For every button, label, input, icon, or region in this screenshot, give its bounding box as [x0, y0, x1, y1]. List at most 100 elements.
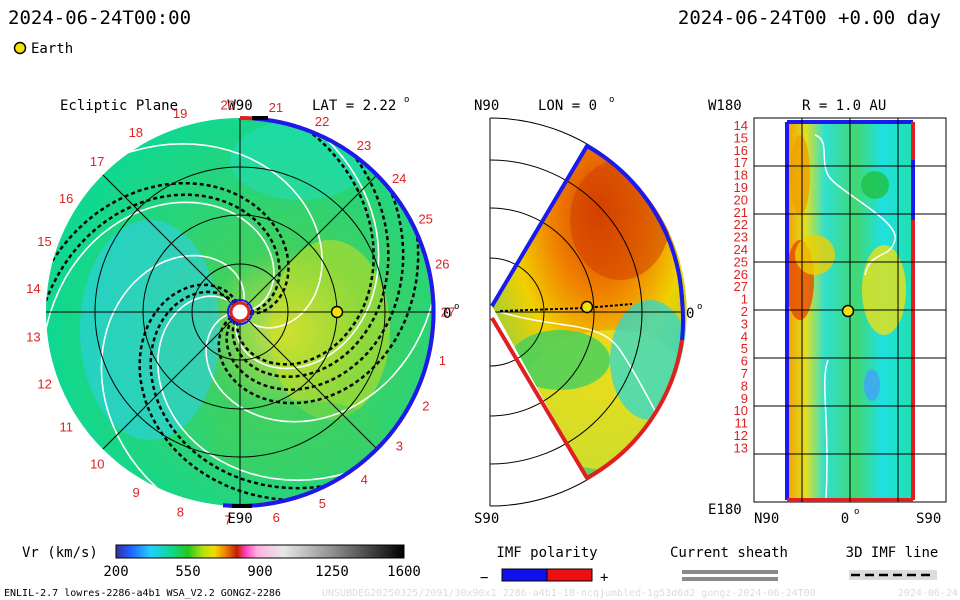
- carrington-label: 15: [37, 234, 51, 249]
- latlon-row-label: 9: [741, 391, 748, 406]
- spiral-field-line: [100, 254, 245, 497]
- latlon-row-label: 21: [734, 205, 748, 220]
- earth-legend-label: Earth: [31, 41, 73, 57]
- carrington-label: 18: [129, 125, 143, 140]
- latlon-row-label: 18: [734, 168, 748, 183]
- meridional-lon-label: LON = 0: [538, 98, 597, 114]
- meridional-lon-degree: o: [609, 95, 614, 105]
- imf-line-label: 3D IMF line: [846, 545, 939, 561]
- latlon-row-label: 25: [734, 254, 748, 269]
- carrington-label: 22: [315, 114, 329, 129]
- imf-dashed-line: [217, 218, 420, 405]
- carrington-label: 7: [224, 513, 231, 528]
- ecliptic-negative-polarity-arc: [222, 116, 436, 508]
- footer-run-id: UNSUBDEG20250325/2091/30x90x1 2286-a4b1-…: [322, 588, 816, 599]
- latlon-row-label: 6: [741, 354, 748, 369]
- earth-marker-ecliptic: [330, 305, 344, 319]
- carrington-label: 3: [396, 439, 403, 454]
- latlon-row-label: 12: [734, 428, 748, 443]
- imf-polarity-label: IMF polarity: [496, 545, 597, 561]
- ecliptic-right-label: 0: [443, 306, 451, 322]
- latlon-row-label: 13: [734, 440, 748, 455]
- meridional-negative-arc-2: [680, 299, 686, 341]
- latlon-row-label: 5: [741, 341, 748, 356]
- time-right: 2024-06-24T00 +0.00 day: [678, 7, 941, 29]
- latlon-row-label: 24: [734, 242, 748, 257]
- imf-dashed-line: [46, 181, 290, 316]
- colorbar-tick: 900: [247, 564, 272, 580]
- carrington-label: 19: [173, 106, 187, 121]
- time-left: 2024-06-24T00:00: [8, 7, 191, 29]
- ecliptic-top-label: W90: [227, 98, 252, 114]
- ecliptic-right-degree: o: [454, 302, 459, 312]
- carrington-label: 23: [357, 138, 371, 153]
- carrington-label: 16: [59, 191, 73, 206]
- latlon-row-label: 1: [741, 292, 748, 307]
- carrington-label: 12: [37, 376, 51, 391]
- latlon-row-label: 3: [741, 316, 748, 331]
- latlon-row-label: 19: [734, 180, 748, 195]
- latlon-row-label: 27: [734, 279, 748, 294]
- imf-plus-sign: +: [600, 570, 608, 586]
- spiral-field-line: [235, 127, 380, 370]
- latlon-bottom-left-label: E180: [708, 502, 742, 518]
- carrington-label: 2: [422, 398, 429, 413]
- latlon-top-left-label: W180: [708, 98, 742, 114]
- ecliptic-field: [46, 118, 434, 506]
- carrington-label: 21: [269, 100, 283, 115]
- colorbar-tick: 1600: [387, 564, 421, 580]
- meridional-top-label: N90: [474, 98, 499, 114]
- footer-model: ENLIL-2.7 lowres-2286-a4b1 WSA_V2.2 GONG…: [4, 588, 281, 599]
- latlon-row-label: 14: [734, 118, 748, 133]
- latlon-row-label: 22: [734, 217, 748, 232]
- colorbar: Vr (km/s) 200 550 900 1250 1600: [22, 544, 421, 580]
- latlon-row-label: 26: [734, 267, 748, 282]
- footer-right-stamp: 2024-06-24: [898, 588, 958, 599]
- carrington-label: 20: [220, 97, 234, 112]
- carrington-label: 17: [90, 154, 104, 169]
- earth-legend-icon: [13, 41, 27, 55]
- meridional-bottom-label: S90: [474, 511, 499, 527]
- carrington-label: 6: [273, 510, 280, 525]
- imf-negative-swatch: [501, 568, 548, 582]
- current-sheath-line-2: [682, 577, 778, 581]
- ecliptic-lat-degree: o: [404, 95, 409, 105]
- colorbar-label: Vr (km/s): [22, 545, 98, 561]
- ecliptic-lat-label: LAT = 2.22: [312, 98, 396, 114]
- carrington-label: 24: [392, 171, 406, 186]
- carrington-label: 13: [26, 329, 40, 344]
- earth-marker-latlon: [841, 304, 855, 318]
- carrington-label: 9: [132, 485, 139, 500]
- meridional-panel: N90 LON = 0 o: [474, 95, 702, 527]
- latlon-panel: W180 R = 1.0 AU: [708, 98, 947, 527]
- carrington-label: 26: [435, 257, 449, 272]
- carrington-label: 5: [319, 496, 326, 511]
- latlon-x-zero-degree: o: [854, 507, 859, 517]
- latlon-row-label: 11: [735, 416, 749, 431]
- current-sheath-label: Current sheath: [670, 545, 788, 561]
- colorbar-tick: 200: [103, 564, 128, 580]
- meridional-right-degree: o: [697, 302, 702, 312]
- spiral-field-line: [46, 201, 275, 341]
- spiral-field-line: [117, 142, 323, 329]
- colorbar-tick: 1250: [315, 564, 349, 580]
- carrington-label: 27: [441, 305, 455, 320]
- latlon-row-label: 2: [741, 304, 748, 319]
- carrington-label: 1: [439, 353, 446, 368]
- imf-minus-sign: −: [480, 570, 488, 586]
- imf-positive-swatch: [546, 568, 593, 582]
- imf-dashed-line: [225, 176, 405, 391]
- imf-polarity-legend: IMF polarity − +: [480, 545, 608, 586]
- latlon-row-label: 4: [741, 329, 748, 344]
- latlon-row-label: 7: [741, 366, 748, 381]
- carrington-label: 4: [361, 472, 368, 487]
- carrington-label: 8: [177, 504, 184, 519]
- latlon-x-label-mid: 0: [841, 511, 849, 527]
- ecliptic-title: Ecliptic Plane: [60, 98, 178, 114]
- meridional-positive-arc: [490, 316, 684, 481]
- latlon-x-label-right: S90: [916, 511, 941, 527]
- meridional-negative-arc: [490, 143, 684, 308]
- imf-dashed-line: [46, 193, 281, 313]
- latlon-row-label: 15: [734, 130, 748, 145]
